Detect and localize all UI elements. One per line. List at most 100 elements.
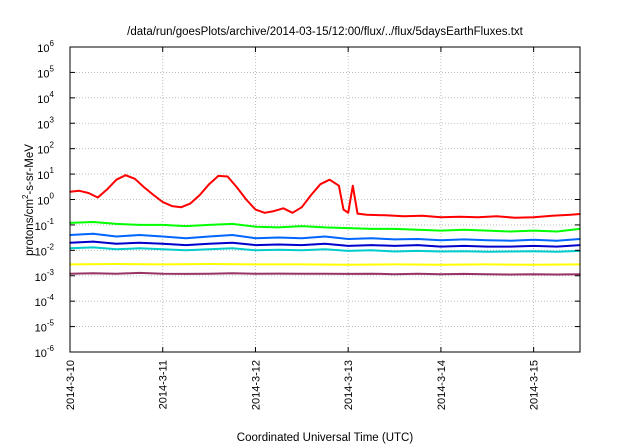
y-tick-label: 10-3 — [35, 268, 55, 284]
series-7-point — [254, 272, 257, 275]
series-4-point — [301, 249, 303, 252]
y-tick-base: 10 — [35, 221, 47, 233]
series-3-point — [463, 238, 465, 241]
series-1-point — [106, 188, 108, 191]
series-1-point — [440, 216, 442, 219]
y-tick-exponent: 6 — [50, 39, 55, 48]
series-5-point — [231, 241, 234, 244]
y-axis-label-sup: 2 — [21, 194, 30, 199]
x-tick-label: 2014-3-14 — [436, 360, 448, 410]
series-1-point — [352, 184, 354, 187]
series-1-point — [514, 217, 516, 219]
series-2-point — [393, 228, 396, 230]
series-1-point — [338, 184, 340, 187]
series-7-point — [185, 273, 187, 275]
y-tick-label: 106 — [37, 39, 54, 55]
series-4-point — [161, 248, 164, 251]
series-1-point — [384, 214, 387, 217]
series-3-point — [532, 239, 535, 241]
x-tick-label: 2014-3-13 — [343, 360, 355, 410]
y-axis-label-rest: -s-sr-MeV — [24, 144, 36, 195]
series-3-point — [277, 236, 280, 239]
series-5-point — [324, 243, 326, 245]
series-1-point — [319, 183, 322, 185]
series-1-point — [236, 186, 238, 189]
series-5-point — [532, 245, 535, 247]
y-tick-exponent: -2 — [47, 242, 55, 251]
series-1-point — [245, 198, 247, 201]
series-1-point — [152, 194, 155, 196]
y-tick-exponent: 1 — [50, 166, 55, 175]
series-3-point — [347, 238, 350, 240]
series-2-point — [161, 224, 164, 226]
y-tick-label: 103 — [37, 115, 54, 131]
series-3-point — [486, 239, 489, 241]
series-4-point — [486, 250, 489, 253]
series-5-point — [440, 245, 442, 248]
series-6-point — [347, 264, 350, 266]
series-3-point — [324, 235, 326, 238]
series-4-point — [115, 248, 118, 251]
series-4-point — [440, 250, 442, 253]
y-tick-exponent: 0 — [50, 192, 55, 201]
series-7-point — [440, 273, 442, 276]
y-tick-exponent: 5 — [50, 64, 55, 73]
series-3-point — [393, 238, 396, 241]
series-3-point — [208, 235, 210, 238]
series-6-point — [532, 264, 535, 266]
series-4-point — [370, 249, 373, 252]
series-1-point — [171, 205, 173, 207]
y-tick-label: 10-6 — [35, 344, 55, 360]
series-1-point — [189, 202, 192, 205]
series-1-point — [310, 194, 312, 196]
series-4-point — [532, 250, 535, 253]
y-tick-label: 100 — [37, 192, 54, 208]
series-3-point — [185, 237, 187, 239]
series-1-point — [328, 178, 331, 181]
series-5-point — [301, 244, 303, 246]
series-7-point — [301, 272, 303, 275]
series-7-point — [370, 272, 373, 275]
series-3-point — [161, 235, 164, 238]
series-5-point — [254, 244, 257, 246]
y-tick-label: 101 — [37, 166, 54, 182]
series-2-point — [231, 223, 234, 225]
series-1-point — [458, 215, 461, 218]
y-tick-label: 105 — [37, 64, 54, 80]
y-tick-exponent: 2 — [50, 141, 55, 150]
series-2-point — [324, 226, 326, 229]
y-tick-exponent: -5 — [47, 319, 55, 328]
series-2-point — [208, 224, 210, 226]
series-5-point — [185, 244, 187, 246]
series-4-point — [347, 250, 350, 252]
series-1-point — [161, 201, 164, 203]
x-axis-label: Coordinated Universal Time (UTC) — [237, 432, 414, 444]
series-1-point — [569, 214, 572, 216]
series-2-point — [138, 224, 141, 226]
series-1-point — [477, 216, 479, 219]
series-2-point — [347, 227, 350, 229]
y-tick-label: 10-4 — [35, 293, 55, 309]
series-1-point — [342, 208, 345, 211]
series-1-point — [254, 208, 257, 211]
series-7-point — [486, 273, 489, 276]
series-6-point — [486, 263, 489, 266]
x-axis: 2014-3-10 2014-3-11 2014-3-12 2014-3-13 2014… — [65, 47, 541, 410]
y-tick-base: 10 — [35, 348, 47, 360]
series-7-point — [416, 272, 419, 275]
series-5-point — [556, 245, 558, 248]
series-3-point — [370, 237, 373, 239]
series-2-point — [486, 229, 489, 232]
series-5-point — [161, 243, 164, 245]
series-2-point — [463, 228, 465, 231]
series-2-point — [254, 225, 257, 228]
y-tick-exponent: -1 — [47, 217, 55, 226]
y-axis-label: protons/cm2-s-sr-MeV — [21, 144, 36, 256]
series-5-point — [416, 244, 419, 246]
series-5-point — [486, 245, 489, 248]
series-4-point — [92, 246, 94, 249]
series-6-point — [161, 263, 164, 266]
series-5-point — [463, 245, 465, 247]
y-axis-label-main: protons/cm — [24, 199, 36, 256]
series-1-point — [421, 214, 424, 217]
